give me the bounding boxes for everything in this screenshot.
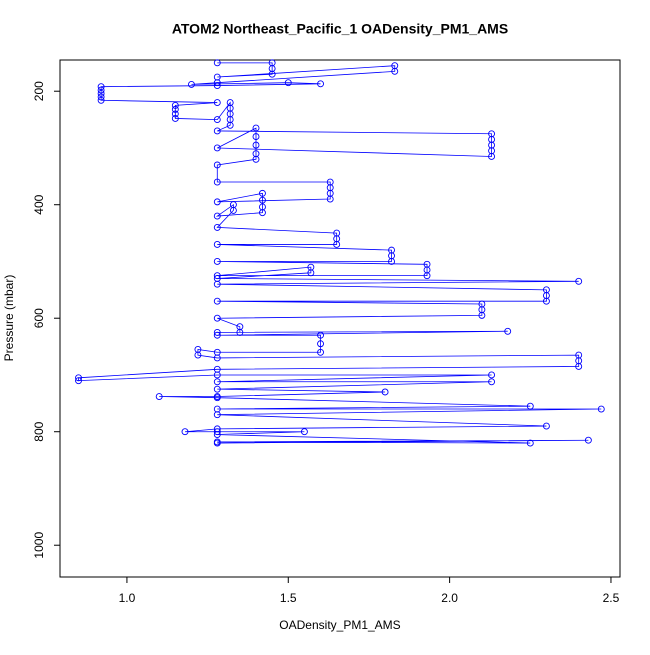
data-point xyxy=(259,189,266,197)
y-axis-label: Pressure (mbar) xyxy=(2,275,16,362)
data-point xyxy=(284,79,292,87)
data-point xyxy=(213,82,221,89)
x-tick-label: 2.0 xyxy=(441,591,458,605)
data-point xyxy=(488,378,496,386)
data-point xyxy=(213,178,221,186)
y-tick-label: 200 xyxy=(32,81,46,101)
data-point xyxy=(213,328,221,336)
data-point xyxy=(213,280,221,288)
data-point xyxy=(252,155,260,163)
x-tick-label: 1.0 xyxy=(119,591,136,605)
data-point xyxy=(213,371,221,379)
data-point xyxy=(213,314,221,322)
data-point xyxy=(388,258,395,265)
data-point xyxy=(97,93,105,101)
data-point xyxy=(213,258,221,265)
x-tick-label: 2.5 xyxy=(603,591,620,605)
y-tick-label: 400 xyxy=(32,194,46,214)
data-point xyxy=(391,67,399,75)
data-point xyxy=(213,99,221,107)
data-point xyxy=(504,327,512,335)
data-point xyxy=(97,96,105,104)
data-point xyxy=(213,127,221,135)
data-point xyxy=(171,110,179,118)
data-point xyxy=(317,348,324,356)
data-point xyxy=(423,272,431,280)
x-axis-label: OADensity_PM1_AMS xyxy=(279,618,400,632)
data-point xyxy=(181,428,189,436)
data-point xyxy=(229,206,237,214)
data-point xyxy=(213,59,221,67)
data-point xyxy=(268,70,276,78)
chart-title: ATOM2 Northeast_Pacific_1 OADensity_PM1_… xyxy=(172,21,508,37)
data-point xyxy=(326,195,334,203)
data-point xyxy=(213,161,221,169)
data-point xyxy=(213,79,221,87)
data-point xyxy=(213,431,221,439)
data-point xyxy=(213,411,221,419)
data-point xyxy=(575,363,583,370)
data-point xyxy=(213,297,221,305)
data-point xyxy=(252,141,260,149)
data-point xyxy=(542,297,550,305)
data-point xyxy=(213,394,221,402)
data-point xyxy=(317,80,324,88)
data-point xyxy=(213,439,221,447)
data-point xyxy=(300,428,308,436)
data-point xyxy=(542,422,550,430)
data-point xyxy=(97,90,105,97)
data-point xyxy=(488,371,496,379)
data-point xyxy=(226,121,234,129)
data-point xyxy=(259,209,266,217)
data-point xyxy=(307,269,315,277)
data-point xyxy=(526,439,534,447)
data-point xyxy=(213,385,221,393)
y-tick-label: 1000 xyxy=(32,532,46,559)
data-point xyxy=(213,240,221,248)
data-point xyxy=(171,105,179,113)
data-point xyxy=(213,116,221,124)
data-point xyxy=(75,377,82,385)
data-point xyxy=(213,223,221,231)
data-point xyxy=(171,115,179,122)
data-point xyxy=(317,331,324,339)
data-point xyxy=(381,388,389,396)
data-point xyxy=(259,196,266,204)
data-line xyxy=(78,62,602,444)
data-point xyxy=(194,351,202,359)
data-point xyxy=(252,124,260,132)
x-tick-label: 1.5 xyxy=(280,591,297,605)
data-point xyxy=(213,354,221,362)
data-point xyxy=(575,277,583,285)
data-point xyxy=(526,402,534,410)
data-point xyxy=(213,212,221,220)
y-tick-label: 600 xyxy=(32,308,46,328)
data-point xyxy=(213,378,221,386)
data-point xyxy=(97,86,105,94)
data-point xyxy=(252,133,260,141)
data-point xyxy=(188,80,195,88)
data-point xyxy=(597,405,605,413)
data-point xyxy=(213,428,221,436)
data-point xyxy=(488,153,496,160)
data-point xyxy=(213,198,221,206)
data-point xyxy=(317,340,324,348)
data-point xyxy=(478,311,486,319)
data-point xyxy=(213,331,221,339)
data-point xyxy=(97,83,105,91)
data-point xyxy=(213,272,221,280)
data-point xyxy=(75,374,82,382)
data-point xyxy=(333,240,341,248)
y-tick-label: 800 xyxy=(32,421,46,441)
data-point xyxy=(155,393,163,400)
data-point xyxy=(213,144,221,152)
data-point xyxy=(236,328,244,336)
data-point xyxy=(171,101,179,109)
data-point xyxy=(584,436,592,444)
